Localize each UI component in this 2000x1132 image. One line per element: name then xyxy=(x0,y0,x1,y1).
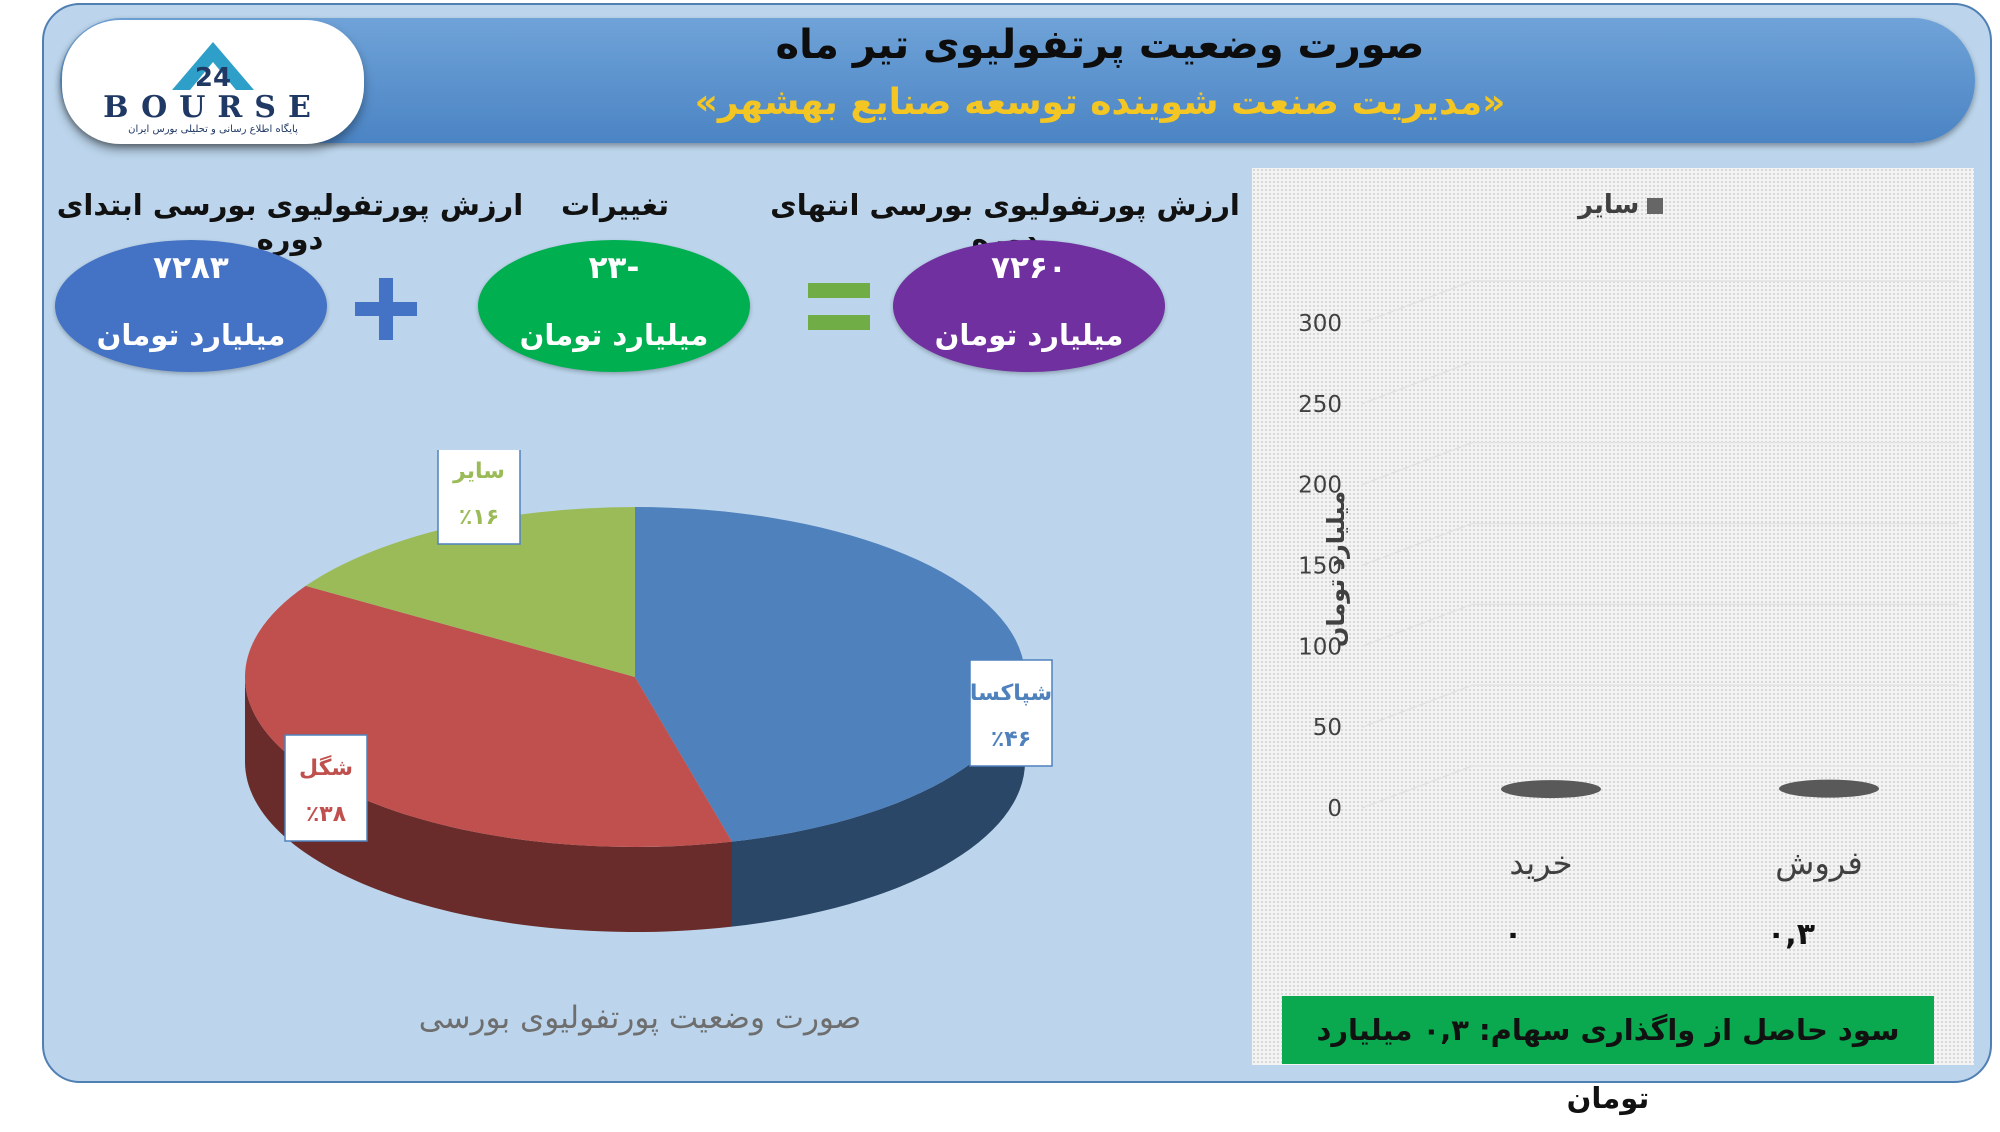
change-value-oval: -۲۳ میلیارد تومان xyxy=(478,240,750,372)
end-value-label: ارزش پورتفولیوی بورسی انتهای دوره xyxy=(770,188,1240,256)
pie-side-1 xyxy=(245,677,732,932)
start-value-unit: میلیارد تومان xyxy=(96,318,286,352)
change-value-unit: میلیارد تومان xyxy=(519,318,709,352)
portfolio-pie-chart: شپاکسا ٪۴۶ شگل ٪۳۸ سایر ٪۱۶ xyxy=(244,450,1053,932)
page-title: صورت وضعیت پرتفولیوی تیر ماه xyxy=(775,22,1425,68)
logo-wordmark: BOURSE xyxy=(103,90,323,125)
logo-mark-icon: 24 xyxy=(172,42,254,93)
end-value: ۷۲۶۰ xyxy=(991,250,1067,286)
y-tick-label: 300 xyxy=(1298,311,1342,337)
pie-label-box-2 xyxy=(437,450,521,545)
pie-label-name-1: شگل xyxy=(299,754,353,781)
pie-chart-title: صورت وضعیت پورتفولیوی بورسی xyxy=(418,1000,862,1036)
x-category-label-1: فروش xyxy=(1775,844,1862,882)
equals-icon xyxy=(808,283,870,330)
title-banner xyxy=(60,18,1975,143)
y-tick-label: 50 xyxy=(1313,715,1342,741)
y-tick-label: 250 xyxy=(1298,392,1342,418)
bar-1 xyxy=(1779,779,1879,798)
bar-data-label-1: ۰,۳ xyxy=(1767,917,1815,952)
bourse-logo: 24 BOURSE پایگاه اطلاع رسانی و تحلیلی بو… xyxy=(62,20,364,144)
profit-banner: سود حاصل از واگذاری سهام: ۰,۳ میلیارد تو… xyxy=(1282,996,1934,1115)
page-subtitle: «مدیریت صنعت شوینده توسعه صنایع بهشهر» xyxy=(694,82,1506,123)
plus-icon xyxy=(355,278,417,340)
start-value: ۷۲۸۳ xyxy=(153,250,229,286)
logo-tagline: پایگاه اطلاع رسانی و تحلیلی بورس ایران xyxy=(128,124,298,135)
pie-label-value-2: ٪۱۶ xyxy=(459,505,499,530)
bar-data-label-0: ۰ xyxy=(1504,917,1522,952)
trade-bar-chart: 0 50 100 150 200 250 300 خرید ۰ فروش ۰,۳ xyxy=(1298,280,1958,952)
start-value-oval: ۷۲۸۳ میلیارد تومان xyxy=(55,240,327,372)
bar-chart-legend: سایر xyxy=(1578,190,1664,220)
y-tick-label: 200 xyxy=(1298,473,1342,499)
bar-0 xyxy=(1501,780,1601,799)
end-value-oval: ۷۲۶۰ میلیارد تومان xyxy=(893,240,1165,372)
pie-label-value-1: ٪۳۸ xyxy=(306,802,347,827)
bar-chart-y-axis-label: میلیارد تومان xyxy=(1322,490,1350,648)
svg-text:24: 24 xyxy=(195,63,231,93)
legend-series-name: سایر xyxy=(1578,190,1640,220)
pie-label-name-0: شپاکسا xyxy=(970,681,1052,706)
change-value: -۲۳ xyxy=(588,250,640,286)
start-value-label: ارزش پورتفولیوی بورسی ابتدای دوره xyxy=(56,188,524,256)
pie-label-name-2: سایر xyxy=(452,459,505,484)
x-category-label-0: خرید xyxy=(1509,844,1572,882)
pie-slice-2 xyxy=(305,507,635,677)
pie-label-box-1 xyxy=(284,734,368,842)
y-tick-label: 100 xyxy=(1298,634,1342,660)
end-value-unit: میلیارد تومان xyxy=(934,318,1124,352)
pie-label-box-0 xyxy=(969,659,1053,767)
pie-slice-0 xyxy=(635,507,1026,842)
y-tick-label: 150 xyxy=(1298,554,1342,580)
legend-swatch xyxy=(1647,197,1664,214)
y-tick-label: 0 xyxy=(1327,796,1342,822)
change-label: تغییرات xyxy=(560,188,670,222)
pie-label-value-0: ٪۴۶ xyxy=(991,727,1031,752)
bar-chart-gridlines xyxy=(1361,280,1958,809)
pie-side-0 xyxy=(731,677,1025,927)
bar-chart-panel xyxy=(1252,168,1974,1065)
